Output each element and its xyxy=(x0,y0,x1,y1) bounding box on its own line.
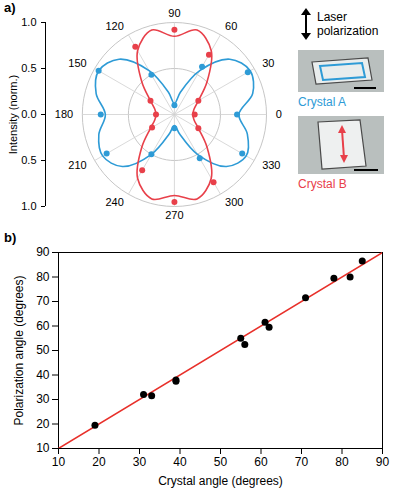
svg-text:30: 30 xyxy=(133,455,147,469)
svg-text:240: 240 xyxy=(105,196,123,208)
svg-text:180: 180 xyxy=(55,108,73,120)
svg-text:0.5: 0.5 xyxy=(21,154,36,166)
svg-text:30: 30 xyxy=(36,392,50,406)
svg-text:20: 20 xyxy=(92,455,106,469)
svg-text:80: 80 xyxy=(36,270,50,284)
svg-text:1.0: 1.0 xyxy=(21,16,36,28)
html-text:b): b) xyxy=(4,230,17,245)
svg-text:0: 0 xyxy=(276,108,282,120)
svg-text:0.5: 0.5 xyxy=(21,62,36,74)
html-text:Crystal B: Crystal B xyxy=(298,177,347,191)
svg-text:70: 70 xyxy=(295,455,309,469)
svg-text:70: 70 xyxy=(36,294,50,308)
svg-text:120: 120 xyxy=(105,20,123,32)
svg-text:50: 50 xyxy=(36,343,50,357)
svg-text:150: 150 xyxy=(68,57,86,69)
svg-text:40: 40 xyxy=(173,455,187,469)
svg-text:300: 300 xyxy=(225,196,243,208)
svg-text:20: 20 xyxy=(36,417,50,431)
svg-text:210: 210 xyxy=(68,159,86,171)
svg-text:10: 10 xyxy=(36,441,50,455)
svg-text:90: 90 xyxy=(376,455,390,469)
svg-text:80: 80 xyxy=(335,455,349,469)
svg-text:Intensity (norm.): Intensity (norm.) xyxy=(7,75,19,154)
svg-text:270: 270 xyxy=(165,209,183,221)
svg-text:330: 330 xyxy=(262,159,280,171)
svg-text:0.0: 0.0 xyxy=(21,108,36,120)
html-text:Laser polarization: Laser polarization xyxy=(317,10,379,38)
svg-text:50: 50 xyxy=(214,455,228,469)
html-text:Crystal A: Crystal A xyxy=(298,95,346,109)
svg-text:Crystal angle (degrees): Crystal angle (degrees) xyxy=(158,474,283,488)
svg-text:10: 10 xyxy=(52,455,66,469)
svg-text:40: 40 xyxy=(36,368,50,382)
svg-text:90: 90 xyxy=(168,7,180,19)
svg-text:Polarization angle (degrees): Polarization angle (degrees) xyxy=(12,275,26,425)
svg-text:60: 60 xyxy=(36,319,50,333)
svg-text:60: 60 xyxy=(225,20,237,32)
svg-text:60: 60 xyxy=(254,455,268,469)
svg-text:90: 90 xyxy=(36,245,50,259)
svg-text:30: 30 xyxy=(262,57,274,69)
html-text:a): a) xyxy=(4,0,16,15)
svg-text:1.0: 1.0 xyxy=(21,200,36,212)
